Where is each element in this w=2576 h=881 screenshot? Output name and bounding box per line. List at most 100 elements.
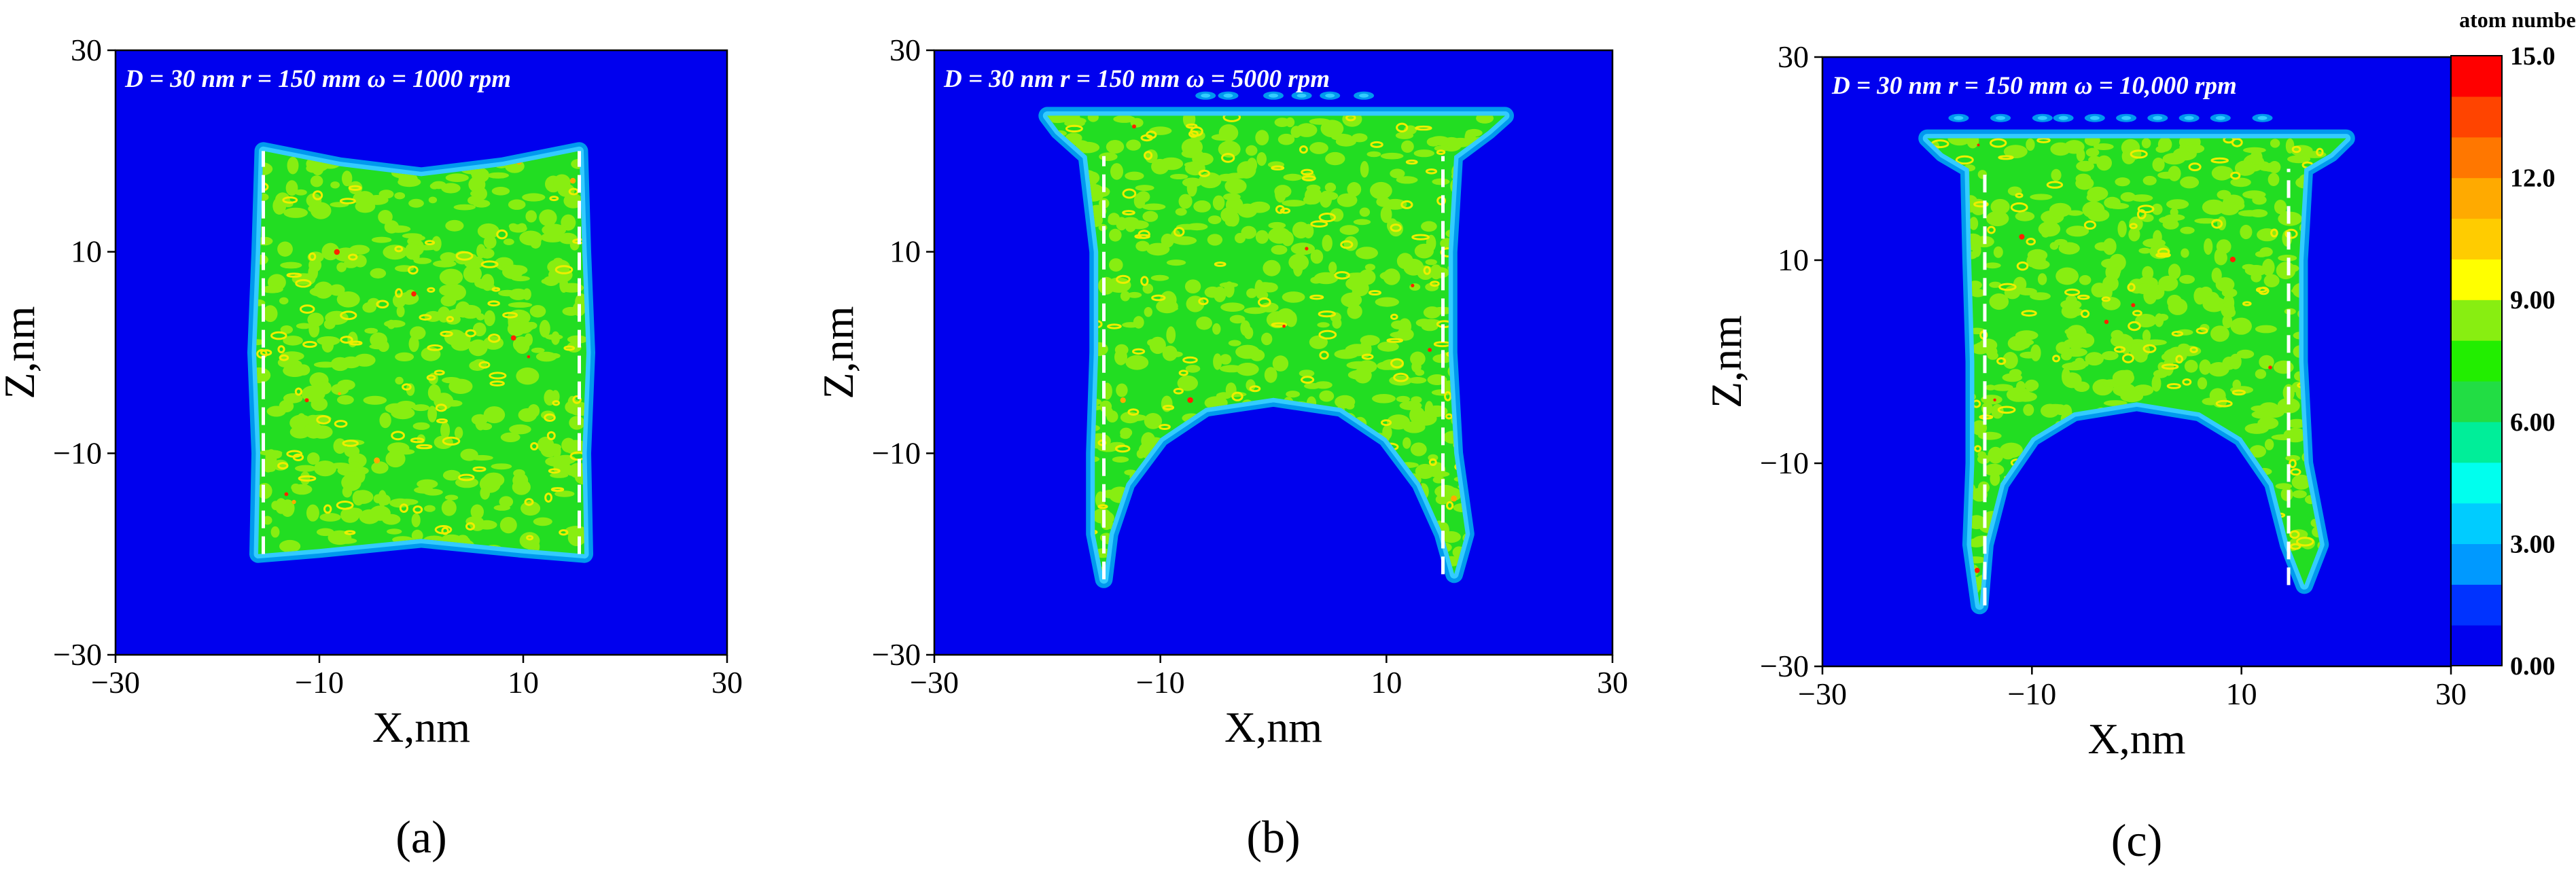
texture-blob [1413, 149, 1434, 158]
texture-blob [1159, 157, 1184, 170]
texture-blob [2087, 208, 2110, 222]
texture-ring [1361, 353, 1374, 360]
texture-blob [439, 268, 463, 286]
texture-ring [340, 310, 357, 321]
texture-blob [1176, 223, 1199, 230]
texture-blob [483, 406, 506, 424]
texture-blob [264, 466, 276, 472]
texture-blob [1428, 308, 1441, 314]
texture-blob [1411, 396, 1422, 403]
texture-blob [1243, 307, 1267, 314]
texture-blob [467, 196, 480, 205]
texture-ring [1400, 200, 1413, 209]
texture-ring [2231, 389, 2246, 396]
texture-ring [554, 265, 574, 274]
texture-blob [1243, 326, 1254, 340]
texture-blob [484, 310, 495, 327]
y-tick-label: 30 [1778, 39, 1809, 74]
texture-blob [2219, 202, 2240, 216]
texture-blob [1372, 394, 1396, 403]
texture-blob [2249, 445, 2266, 458]
debris-particle-core [1359, 93, 1369, 98]
texture-ring [391, 431, 405, 441]
texture-blob [1323, 192, 1339, 200]
texture-blob [1299, 370, 1315, 378]
texture-ring [2210, 157, 2229, 164]
texture-blob [1256, 290, 1269, 300]
texture-blob [1224, 281, 1235, 298]
texture-ring [1097, 504, 1108, 509]
texture-ring [426, 374, 436, 381]
texture-ring [1065, 124, 1083, 132]
texture-blob [1228, 340, 1241, 346]
texture-ring [1122, 210, 1135, 216]
texture-ring [1271, 165, 1285, 170]
texture-blob [2255, 325, 2277, 334]
texture-blob [539, 319, 550, 338]
texture-blob [442, 469, 461, 481]
texture-blob [2302, 151, 2327, 158]
texture-ring [1386, 338, 1403, 343]
texture-blob [533, 517, 552, 526]
texture-blob [294, 189, 307, 196]
texture-ring [349, 340, 363, 346]
texture-blob [1988, 446, 2004, 464]
texture-ring [489, 380, 505, 386]
colorbar: atom number 15.0 12.0 9.00 6.00 3.00 0.00 [2450, 7, 2576, 681]
texture-ring [1299, 145, 1308, 154]
texture-ring [412, 505, 423, 514]
texture-blob [2051, 168, 2062, 181]
texture-blob [1339, 225, 1359, 235]
texture-ring [434, 370, 445, 376]
texture-blob [1967, 538, 1986, 547]
texture-blob [366, 195, 389, 205]
texture-ring [2242, 301, 2252, 306]
texture-ring [1249, 385, 1261, 393]
texture-blob [2274, 200, 2287, 215]
texture-blob [1347, 182, 1362, 197]
texture-blob [523, 322, 535, 331]
texture-blob [471, 507, 484, 520]
texture-ring [2136, 209, 2147, 219]
texture-ring [1405, 159, 1418, 165]
texture-blob [330, 181, 340, 189]
texture-ring [552, 400, 561, 406]
texture-blob [1218, 124, 1239, 142]
texture-hotspot [1993, 398, 1996, 401]
texture-blob [2178, 343, 2190, 350]
texture-blob [1990, 471, 2000, 486]
colorbar-tick-label: 9.00 [2510, 286, 2556, 314]
texture-blob [296, 323, 312, 329]
debris-particle-core [1223, 93, 1233, 98]
texture-blob [476, 313, 485, 321]
texture-blob [1396, 395, 1410, 403]
texture-blob [2251, 410, 2274, 419]
texture-blob [394, 192, 406, 200]
texture-ring [465, 329, 476, 338]
texture-ring [1140, 134, 1154, 142]
texture-blob [2060, 299, 2082, 310]
texture-blob [362, 302, 376, 313]
texture-blob [411, 513, 421, 528]
texture-ring [489, 372, 507, 380]
texture-blob [2142, 329, 2151, 343]
texture-ring [2231, 138, 2243, 147]
texture-blob [2015, 330, 2039, 341]
texture-blob [457, 535, 469, 543]
texture-blob [2085, 352, 2104, 366]
texture-blob [1402, 437, 1411, 449]
texture-ring [2021, 310, 2037, 317]
texture-ring [416, 444, 433, 450]
colorbar-level [2451, 380, 2502, 422]
y-tick-label: −30 [872, 637, 921, 672]
texture-blob [2223, 302, 2232, 308]
texture-blob [277, 241, 293, 257]
texture-blob [1122, 217, 1140, 227]
texture-hotspot [2104, 319, 2109, 324]
texture-ring [2129, 223, 2138, 230]
texture-blob [1268, 221, 1286, 229]
texture-blob [1366, 151, 1381, 158]
texture-ring [563, 345, 576, 351]
texture-blob [2058, 242, 2080, 255]
texture-ring [2230, 171, 2241, 180]
